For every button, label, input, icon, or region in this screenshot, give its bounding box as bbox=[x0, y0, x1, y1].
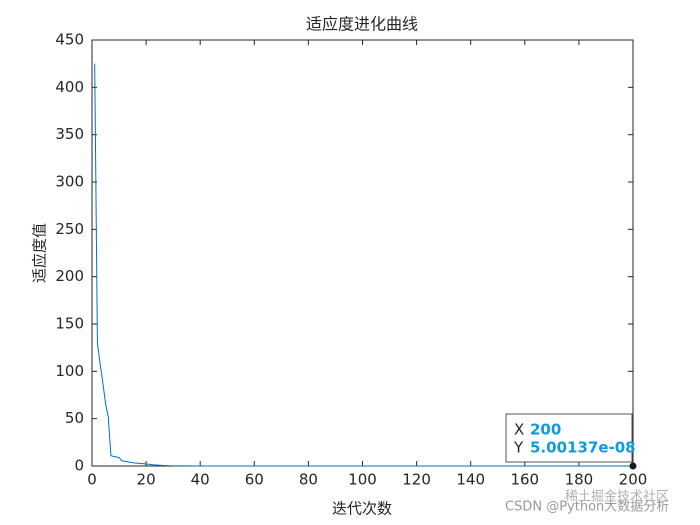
x-tick-label: 180 bbox=[565, 471, 594, 489]
y-tick-label: 400 bbox=[55, 78, 84, 96]
x-tick-label: 40 bbox=[191, 471, 210, 489]
watermark: 稀土掘金技术社区 bbox=[565, 489, 669, 505]
watermark: CSDN @Python大数据分析 bbox=[505, 500, 669, 515]
line-series bbox=[94, 63, 633, 467]
y-tick-label: 50 bbox=[65, 409, 84, 427]
datatip-box bbox=[505, 413, 633, 463]
datatip-y-value: 5.00137e-08 bbox=[530, 439, 636, 457]
x-tick-label: 100 bbox=[348, 471, 377, 489]
y-tick-label: 100 bbox=[55, 362, 84, 380]
x-tick-label: 80 bbox=[299, 471, 318, 489]
x-axis-label: 迭代次数 bbox=[332, 500, 392, 518]
datatip-x-value: 200 bbox=[530, 421, 561, 439]
y-tick-label: 350 bbox=[55, 125, 84, 143]
x-tick-label: 0 bbox=[87, 471, 97, 489]
datatip-marker bbox=[629, 462, 637, 470]
x-tick-label: 160 bbox=[510, 471, 539, 489]
y-tick-label: 200 bbox=[55, 267, 84, 285]
y-tick-label: 450 bbox=[55, 31, 84, 49]
x-tick-label: 20 bbox=[137, 471, 156, 489]
datatip-x-name: X bbox=[514, 421, 524, 439]
chart-title: 适应度进化曲线 bbox=[306, 15, 418, 34]
x-tick-label: 140 bbox=[456, 471, 485, 489]
y-tick-label: 150 bbox=[55, 315, 84, 333]
datatip-y-name: Y bbox=[513, 439, 524, 457]
x-tick-label: 200 bbox=[619, 471, 648, 489]
y-tick-label: 0 bbox=[74, 457, 84, 475]
y-tick-label: 250 bbox=[55, 220, 84, 238]
y-tick-label: 300 bbox=[55, 173, 84, 191]
x-tick-label: 60 bbox=[245, 471, 264, 489]
x-tick-label: 120 bbox=[402, 471, 431, 489]
y-axis-label: 适应度值 bbox=[31, 223, 49, 283]
